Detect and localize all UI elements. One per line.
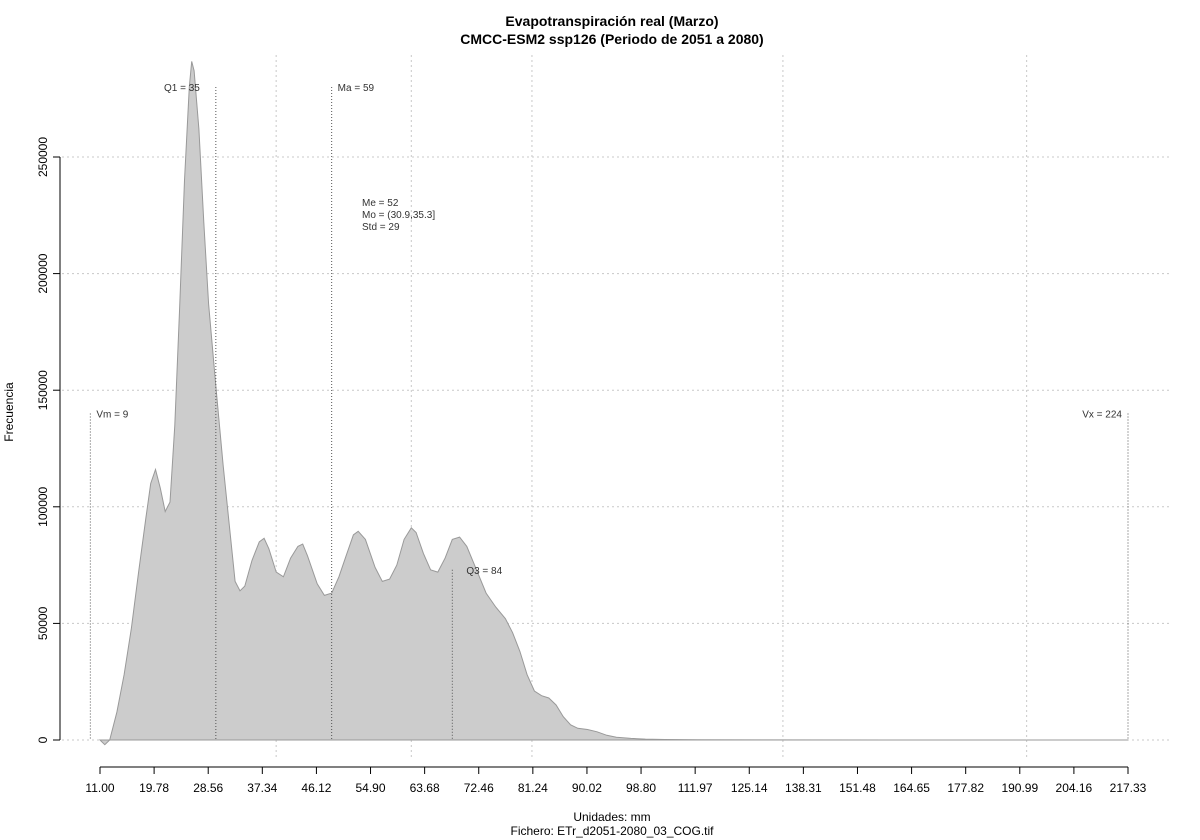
chart-subtitle: CMCC-ESM2 ssp126 (Periodo de 2051 a 2080…	[460, 31, 763, 47]
x-tick-label: 138.31	[785, 781, 822, 795]
stats-box: Me = 52 Mo = (30.9,35.3] Std = 29	[362, 198, 435, 233]
stat-mode: Mo = (30.9,35.3]	[362, 210, 435, 221]
x-tick-label: 46.12	[301, 781, 331, 795]
y-axis-label: Frecuencia	[2, 382, 16, 442]
x-tick-label: 98.80	[626, 781, 656, 795]
y-tick-label: 0	[36, 736, 50, 743]
x-tick-label: 111.97	[678, 781, 713, 795]
stat-std: Std = 29	[362, 222, 400, 233]
x-tick-label: 72.46	[464, 781, 494, 795]
marker-label: Ma = 59	[338, 83, 375, 94]
x-tick-label: 177.82	[947, 781, 984, 795]
chart-title: Evapotranspiración real (Marzo)	[505, 13, 718, 29]
x-tick-label: 28.56	[193, 781, 223, 795]
y-tick-label: 150000	[36, 370, 50, 410]
marker-label: Q3 = 84	[466, 566, 502, 577]
density-area	[98, 61, 1128, 746]
x-tick-label: 190.99	[1001, 781, 1038, 795]
x-tick-label: 19.78	[139, 781, 169, 795]
x-tick-label: 90.02	[572, 781, 602, 795]
x-tick-label: 217.33	[1110, 781, 1147, 795]
x-tick-label: 164.65	[893, 781, 930, 795]
density-fill	[98, 61, 1027, 746]
stat-median: Me = 52	[362, 198, 399, 209]
y-tick-label: 50000	[36, 606, 50, 640]
y-axis: 0 50000 100000 150000 200000 250000	[36, 137, 61, 743]
x-tick-label: 151.48	[839, 781, 876, 795]
y-tick-label: 200000	[36, 253, 50, 293]
marker-label: Q1 = 35	[164, 83, 200, 94]
x-tick-label: 37.34	[247, 781, 277, 795]
x-tick-label: 54.90	[356, 781, 386, 795]
x-tick-label: 63.68	[410, 781, 440, 795]
marker-label: Vm = 9	[96, 410, 128, 421]
y-tick-label: 250000	[36, 137, 50, 177]
x-axis: 11.00 19.78 28.56 37.34 46.12 54.90 63.68 72.46…	[85, 766, 1147, 795]
x-axis-label: Unidades: mm	[573, 810, 650, 824]
marker-lines: Vm = 9 Q1 = 35 Ma = 59 Q3 = 84 Vx = 224	[89, 83, 1129, 740]
y-tick-label: 100000	[36, 486, 50, 526]
x-tick-label: 125.14	[731, 781, 768, 795]
marker-label: Vx = 224	[1082, 410, 1122, 421]
file-label: Fichero: ETr_d2051-2080_03_COG.tif	[511, 824, 715, 838]
x-tick-label: 81.24	[518, 781, 548, 795]
x-tick-label: 11.00	[85, 781, 114, 795]
x-tick-label: 204.16	[1056, 781, 1093, 795]
